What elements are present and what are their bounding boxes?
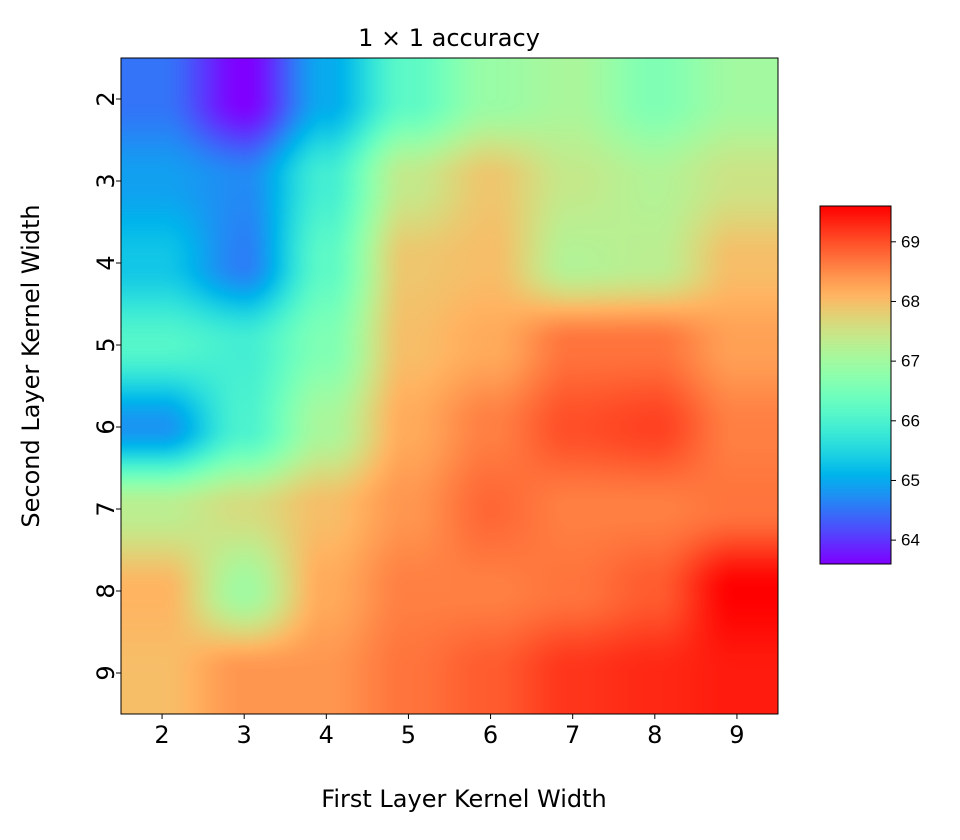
- plot-frame: [120, 57, 779, 715]
- heatmap-surface: [121, 58, 778, 714]
- colorbar-gradient: [820, 206, 891, 564]
- x-tick-label: 9: [729, 721, 744, 749]
- y-tick-label: 6: [92, 419, 120, 434]
- x-axis-label: First Layer Kernel Width: [321, 785, 606, 813]
- y-tick-label: 5: [92, 337, 120, 352]
- y-axis: 2 3 4 5 6 7 8 9: [92, 91, 121, 681]
- x-tick-label: 6: [483, 721, 498, 749]
- colorbar-frame: [819, 205, 892, 565]
- y-tick-label: 3: [92, 173, 120, 188]
- x-tick-label: 5: [401, 721, 416, 749]
- y-axis-label: Second Layer Kernel Width: [17, 204, 45, 527]
- colorbar-tick-label: 69: [901, 232, 920, 251]
- colorbar-tick-label: 66: [901, 411, 920, 430]
- y-tick-label: 4: [92, 255, 120, 270]
- x-tick-label: 2: [154, 721, 169, 749]
- x-tick-label: 7: [565, 721, 580, 749]
- y-tick-label: 9: [92, 665, 120, 680]
- colorbar-tick-label: 68: [901, 292, 920, 311]
- y-tick-label: 7: [92, 501, 120, 516]
- x-tick-label: 3: [237, 721, 252, 749]
- x-tick-label: 8: [647, 721, 662, 749]
- y-tick-label: 8: [92, 583, 120, 598]
- colorbar-tick-label: 67: [901, 352, 920, 371]
- colorbar-tick-label: 65: [901, 471, 920, 490]
- x-axis: 2 3 4 5 6 7 8 9: [154, 714, 745, 749]
- colorbar: 64 65 66 67 68 69: [819, 205, 920, 565]
- plot-area: [120, 57, 779, 715]
- x-tick-label: 4: [319, 721, 334, 749]
- y-tick-label: 2: [92, 91, 120, 106]
- colorbar-tick-label: 64: [901, 531, 920, 550]
- chart-title: 1 × 1 accuracy: [358, 24, 540, 52]
